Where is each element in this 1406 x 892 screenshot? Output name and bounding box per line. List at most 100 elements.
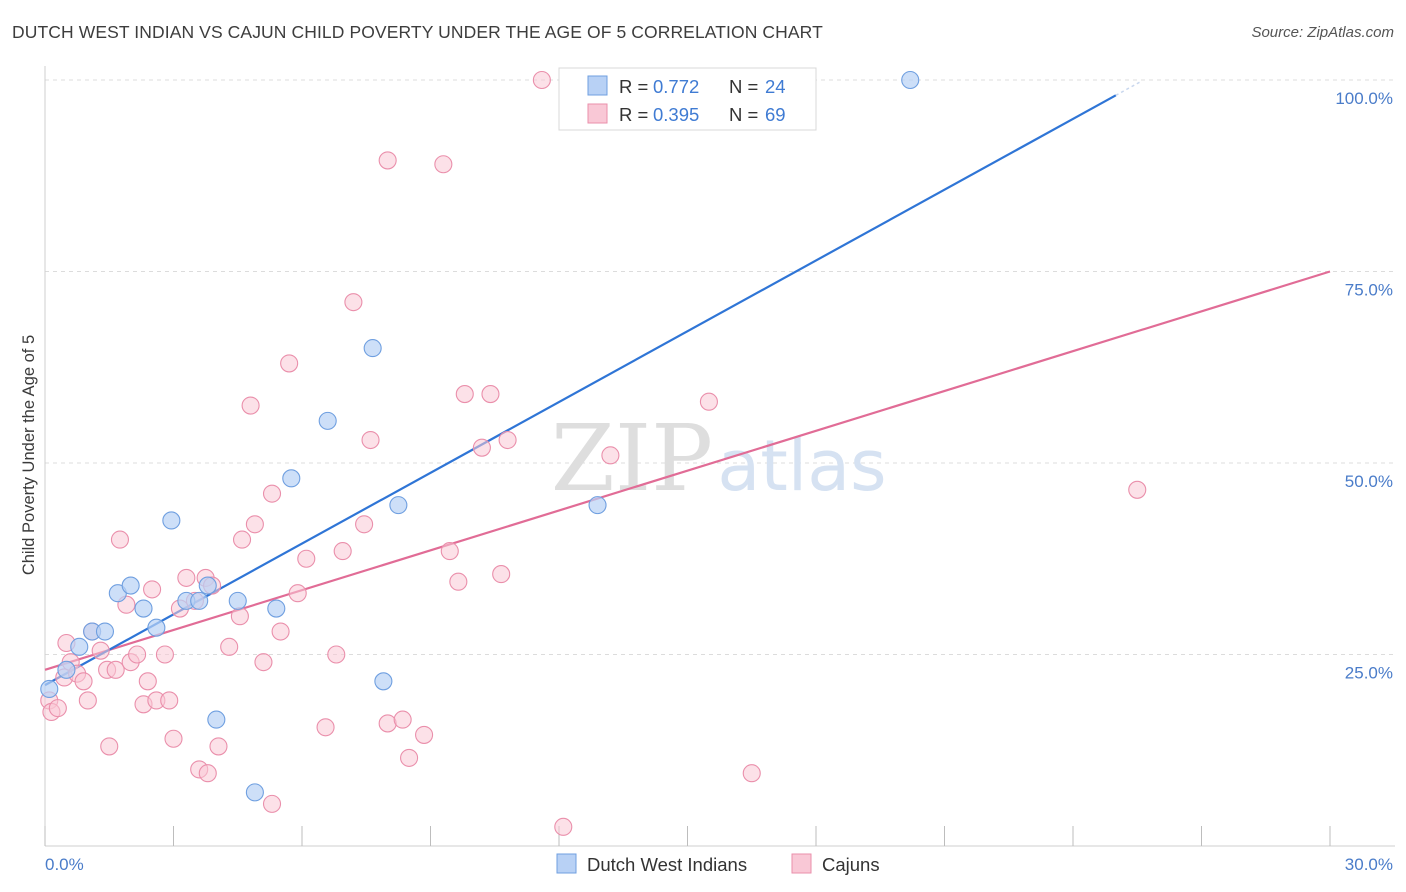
dutch-west-indians-point xyxy=(588,496,607,515)
dutch-west-indians-point xyxy=(318,411,337,430)
cajuns-point xyxy=(333,542,352,561)
cajuns-point xyxy=(532,70,551,90)
series-swatch-cajuns xyxy=(791,853,812,874)
watermark-zip: ZIP xyxy=(551,405,713,512)
cajuns-point xyxy=(198,764,217,783)
y-tick-label: 75.0% xyxy=(1345,281,1393,300)
cajuns-point xyxy=(280,354,299,373)
legend-n-label: N = xyxy=(729,76,758,97)
cajuns-point xyxy=(498,430,517,450)
legend-r-label: R = xyxy=(619,76,648,97)
cajuns-point xyxy=(100,737,119,756)
cajuns-point xyxy=(110,530,130,549)
cajuns-point xyxy=(74,672,93,691)
legend-n-label: N = xyxy=(729,104,758,125)
cajuns-point xyxy=(138,672,157,691)
dutch-west-indians-point xyxy=(374,672,393,691)
cajuns-point xyxy=(699,392,718,411)
legend-swatch-pink xyxy=(587,103,608,124)
cajuns-point xyxy=(128,645,147,664)
watermark-atlas: atlas xyxy=(717,425,886,507)
dutch-west-indians-point xyxy=(228,591,247,610)
y-tick-labels: 25.0% 50.0% 75.0% 100.0% xyxy=(1335,89,1393,683)
cajuns-point xyxy=(492,565,511,584)
dutch-west-indians-point xyxy=(190,591,209,610)
legend: R = 0.772 N = 24 R = 0.395 N = 69 xyxy=(558,67,817,131)
cajuns-point xyxy=(400,748,419,767)
dutch-west-indians-point xyxy=(267,599,286,618)
cajuns-point xyxy=(440,542,459,561)
cajuns-point xyxy=(232,530,252,549)
dutch-west-indians-point xyxy=(147,618,166,637)
cajuns-point xyxy=(472,438,491,457)
series-label-cajuns: Cajuns xyxy=(822,854,880,875)
legend-n-value: 24 xyxy=(765,76,786,97)
y-tick-label: 50.0% xyxy=(1345,472,1393,491)
dutch-west-indians-point xyxy=(282,469,301,488)
cajuns-point xyxy=(378,151,397,170)
cajuns-point xyxy=(1128,480,1147,499)
cajuns-point xyxy=(245,515,264,534)
cajuns-point xyxy=(344,293,363,312)
source-label: Source: ZipAtlas.com xyxy=(1251,24,1394,41)
cajuns-point xyxy=(230,607,249,626)
y-tick-label: 100.0% xyxy=(1335,89,1393,108)
x-tick-label: 30.0% xyxy=(1345,855,1393,874)
legend-r-label: R = xyxy=(619,104,648,125)
cajuns-point xyxy=(209,737,228,756)
dutch-west-indians-point xyxy=(40,679,59,699)
cajuns-point xyxy=(434,155,453,174)
cajuns-point xyxy=(327,645,346,664)
cajuns-trend-line xyxy=(44,270,1331,671)
gridlines xyxy=(45,79,1395,655)
dutch-west-indians-trend-extension xyxy=(1115,80,1142,96)
dutch-west-indians-point xyxy=(389,496,408,515)
cajuns-point xyxy=(155,645,174,664)
cajuns-point xyxy=(48,699,67,718)
cajuns-point xyxy=(271,622,290,641)
cajuns-point xyxy=(393,710,412,729)
cajuns-point xyxy=(106,660,125,679)
chart-title: DUTCH WEST INDIAN VS CAJUN CHILD POVERTY… xyxy=(12,22,823,42)
y-axis-label: Child Poverty Under the Age of 5 xyxy=(20,335,38,575)
legend-n-value: 69 xyxy=(765,104,786,125)
cajuns-point xyxy=(455,385,474,404)
cajuns-point xyxy=(164,729,183,748)
dutch-west-indians-points xyxy=(40,70,920,802)
x-tick-labels: 0.0% 30.0% xyxy=(45,855,1393,874)
dutch-west-indians-point xyxy=(207,710,226,729)
cajuns-point xyxy=(355,515,374,534)
cajuns-point xyxy=(143,580,162,599)
cajuns-point xyxy=(262,794,282,813)
cajuns-point xyxy=(288,584,307,603)
cajuns-point xyxy=(601,446,620,465)
y-tick-label: 25.0% xyxy=(1345,664,1393,683)
dutch-west-indians-point xyxy=(245,783,264,802)
legend-r-value: 0.772 xyxy=(653,76,699,97)
cajuns-point xyxy=(254,653,273,672)
dutch-west-indians-point xyxy=(121,576,140,595)
series-swatch-dutch-west-indians xyxy=(556,853,577,874)
dutch-west-indians-point xyxy=(901,70,920,90)
cajuns-point xyxy=(554,817,573,836)
cajuns-point xyxy=(378,714,397,733)
legend-r-value: 0.395 xyxy=(653,104,699,125)
dutch-west-indians-trend-line xyxy=(44,94,1117,687)
cajuns-point xyxy=(91,641,110,660)
x-tick-label: 0.0% xyxy=(45,855,84,874)
cajuns-point xyxy=(449,572,468,591)
dutch-west-indians-point xyxy=(95,622,115,641)
cajuns-point xyxy=(415,725,434,744)
cajuns-point xyxy=(78,691,97,710)
watermark: ZIP atlas xyxy=(551,405,887,512)
cajuns-point xyxy=(361,430,380,450)
series-label-dutch-west-indians: Dutch West Indians xyxy=(587,854,747,875)
dutch-west-indians-point xyxy=(70,637,89,656)
trend-lines xyxy=(44,80,1331,687)
legend-swatch-blue xyxy=(587,75,608,96)
series-legend: Dutch West Indians Cajuns xyxy=(556,853,880,875)
cajuns-point xyxy=(241,396,260,415)
dutch-west-indians-point xyxy=(134,599,153,618)
cajuns-point xyxy=(177,568,196,587)
cajuns-point xyxy=(481,385,500,404)
